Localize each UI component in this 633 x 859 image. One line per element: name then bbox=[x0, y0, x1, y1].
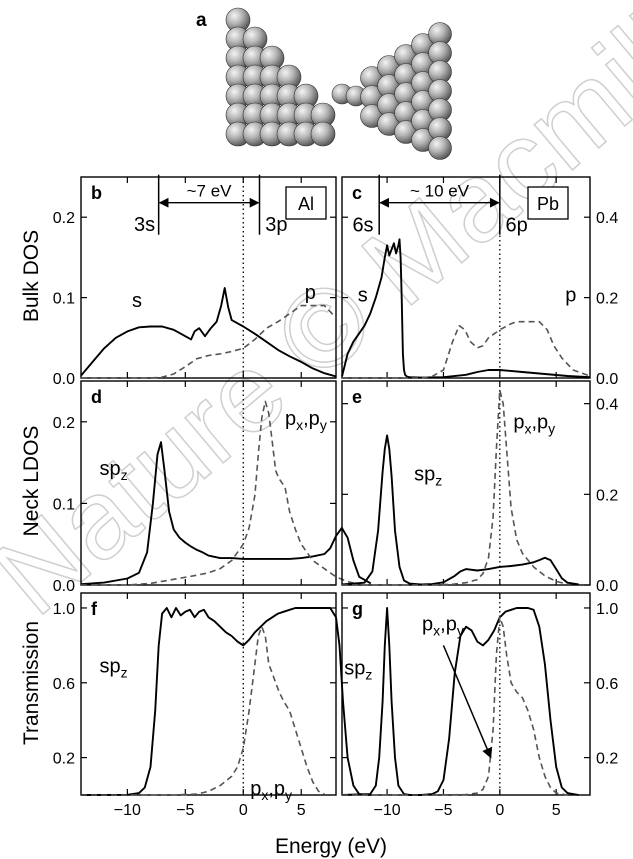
y-tick-label: 1.0 bbox=[596, 601, 618, 618]
annotation: p bbox=[565, 285, 576, 307]
x-tick-label: 0 bbox=[495, 802, 504, 819]
y-tick-label: 0.2 bbox=[53, 210, 75, 227]
y-tick-label: 0.1 bbox=[53, 291, 75, 308]
series-line bbox=[81, 400, 360, 586]
series-line bbox=[342, 616, 568, 796]
panel-label: g bbox=[352, 599, 363, 619]
panel-frame bbox=[80, 380, 337, 586]
series-line bbox=[81, 304, 337, 379]
annotation: px,py bbox=[250, 778, 292, 803]
y-tick-label: 0.2 bbox=[596, 291, 618, 308]
series-line bbox=[80, 441, 372, 586]
series-line bbox=[341, 238, 591, 379]
panel-label-a: a bbox=[196, 10, 207, 31]
y-tick-label: 0.1 bbox=[53, 496, 75, 513]
y-tick-label: 0.0 bbox=[53, 371, 75, 388]
y-tick-label: 0.0 bbox=[53, 578, 75, 595]
x-axis-title: Energy (eV) bbox=[275, 835, 387, 858]
panel-label: b bbox=[91, 183, 102, 203]
pointer-arrow bbox=[442, 645, 492, 759]
row-label-bulk-dos: Bulk DOS bbox=[20, 230, 43, 322]
series-line bbox=[80, 287, 337, 378]
panel-label: c bbox=[352, 183, 362, 203]
annotation: px,py bbox=[513, 412, 555, 437]
range-arrow-label: ~ 10 eV bbox=[410, 182, 470, 201]
annotation: spz bbox=[414, 464, 442, 489]
y-tick-label: 0.6 bbox=[53, 676, 75, 693]
range-arrow-label: ~7 eV bbox=[187, 182, 233, 201]
series-line bbox=[341, 434, 579, 586]
annotation: s bbox=[132, 290, 142, 312]
annotation: spz bbox=[100, 458, 128, 483]
y-tick-label: 0.2 bbox=[596, 751, 618, 768]
panel-label: f bbox=[91, 599, 98, 619]
panel-frame bbox=[80, 592, 337, 796]
series-line bbox=[342, 389, 568, 586]
legend-label: Al bbox=[298, 194, 314, 214]
panel-frame bbox=[80, 176, 337, 379]
legend-label: Pb bbox=[537, 194, 559, 214]
y-tick-label: 0.0 bbox=[596, 371, 618, 388]
x-tick-label: 0 bbox=[239, 802, 248, 819]
series-line bbox=[341, 607, 579, 796]
legend-box bbox=[527, 186, 569, 220]
annotation: 6p bbox=[505, 214, 527, 236]
panel-g: −10 −5 0 5 0.2 0.6 1.0 g spz px,py bbox=[341, 592, 618, 819]
x-tick-label: −5 bbox=[176, 802, 194, 819]
x-tick-label: 5 bbox=[297, 802, 306, 819]
atom bbox=[428, 136, 452, 160]
row-label-neck-ldos: Neck LDOS bbox=[20, 426, 43, 537]
panel-label: d bbox=[91, 387, 102, 407]
y-tick-label: 0.4 bbox=[596, 210, 618, 227]
atom bbox=[310, 121, 336, 147]
annotation: 3s bbox=[134, 214, 155, 236]
panel-d: 0.0 0.1 0.2 d spz px,py bbox=[53, 380, 372, 595]
y-tick-label: 0.4 bbox=[596, 397, 618, 414]
panel-f: −10 −5 0 5 0.2 0.6 1.0 f spz px,py bbox=[53, 592, 371, 819]
nanowire-structure-image bbox=[225, 7, 452, 160]
annotation: 3p bbox=[265, 214, 287, 236]
x-tick-label: −10 bbox=[114, 802, 141, 819]
panel-label: e bbox=[352, 387, 362, 407]
annotation: px,py bbox=[422, 613, 464, 638]
y-tick-label: 0.6 bbox=[596, 676, 618, 693]
x-tick-label: −10 bbox=[374, 802, 401, 819]
x-tick-label: −5 bbox=[434, 802, 452, 819]
panel-frame bbox=[341, 380, 591, 586]
panel-frame bbox=[341, 176, 591, 379]
y-tick-label: 0.2 bbox=[53, 415, 75, 432]
annotation: spz bbox=[344, 657, 372, 682]
annotation: p bbox=[305, 282, 316, 304]
x-tick-label: 5 bbox=[552, 802, 561, 819]
panels: 0.0 0.1 0.2 b Al ~7 eV s p 3s 3p 0.0 0.2 0.4 c Pb ~ 10 … bbox=[53, 174, 618, 819]
panel-b: 0.0 0.1 0.2 b Al ~7 eV s p 3s 3p bbox=[53, 174, 337, 388]
series-line bbox=[81, 625, 325, 796]
row-label-transmission: Transmission bbox=[20, 621, 43, 745]
panel-c: 0.0 0.2 0.4 c Pb ~ 10 eV s p 6s 6p bbox=[341, 174, 618, 388]
y-tick-label: 1.0 bbox=[53, 601, 75, 618]
annotation: 6s bbox=[352, 214, 373, 236]
panel-e: 0.0 0.2 0.4 e spz px,py bbox=[341, 380, 618, 595]
y-tick-label: 0.2 bbox=[596, 487, 618, 504]
annotation: spz bbox=[100, 655, 128, 680]
y-tick-label: 0.0 bbox=[596, 578, 618, 595]
series-line bbox=[80, 607, 371, 796]
annotation: px,py bbox=[285, 408, 327, 433]
annotation: s bbox=[358, 285, 368, 307]
series-line bbox=[342, 320, 591, 379]
legend-box bbox=[285, 186, 327, 220]
y-tick-label: 0.2 bbox=[53, 751, 75, 768]
